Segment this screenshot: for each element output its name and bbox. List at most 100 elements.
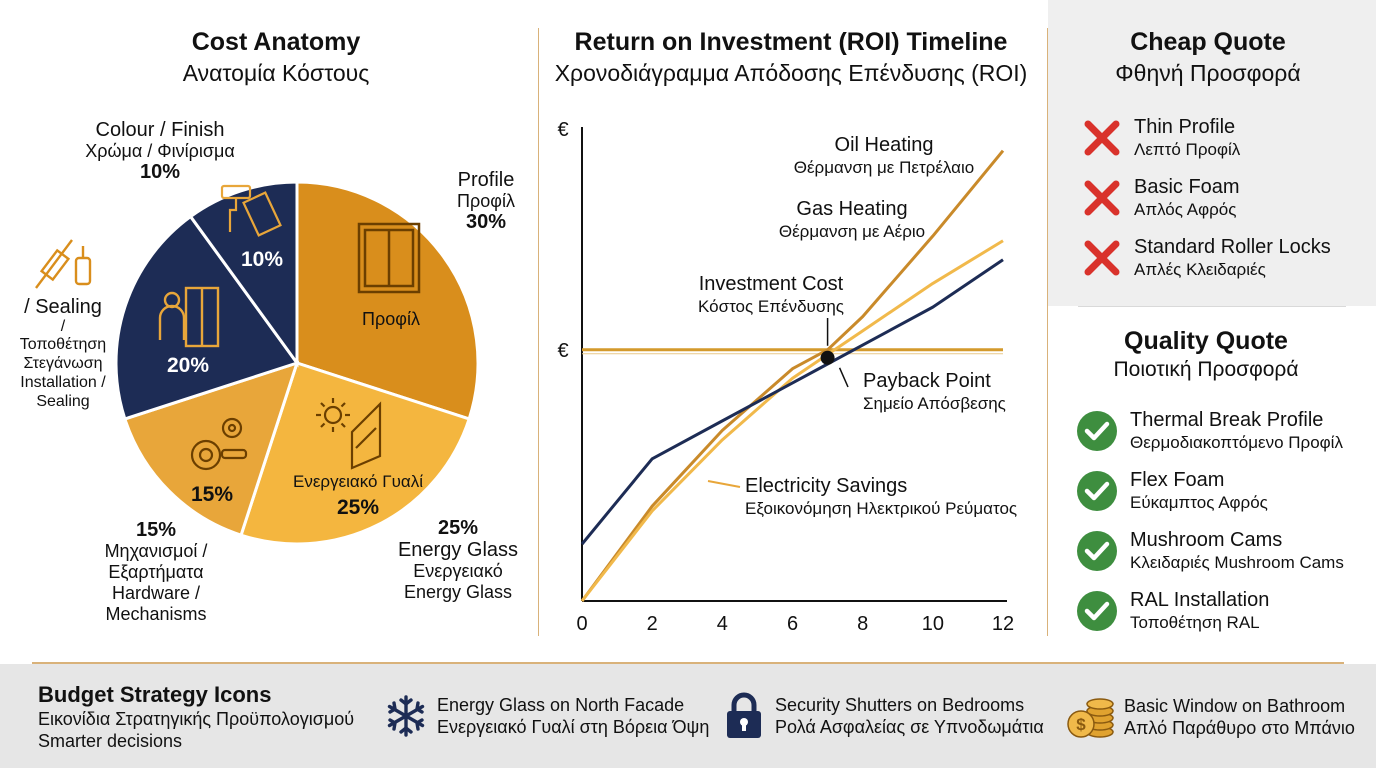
cheap-subtitle: Φθηνή Προσφορά (1115, 60, 1301, 86)
pie-chart: Προφίλ Ενεργειακό Γυαλί 25% 15% 20% 10% (35, 180, 480, 546)
footer-item-basic-window: $ Basic Window on Bathroom Απλό Παράθυρο… (1066, 694, 1355, 740)
gears-icon (190, 417, 248, 471)
x-tick-10: 10 (922, 613, 944, 635)
quality-item-en: Thermal Break Profile (1130, 409, 1324, 431)
quality-title: Quality Quote (1124, 327, 1288, 355)
cheap-item: Basic Foam Απλός Αφρός (1082, 176, 1240, 220)
footer (0, 664, 1376, 768)
window-frame-icon (357, 222, 421, 294)
label-investment-cost-el: Κόστος Επένδυσης (698, 297, 844, 316)
x-tick-2: 2 (647, 613, 658, 635)
snowflake-icon (387, 695, 425, 737)
slice-pct-hardware: 15% (191, 483, 233, 506)
x-tick-4: 4 (717, 613, 728, 635)
footer-title: Budget Strategy Icons (38, 682, 272, 707)
pie-slice-installation (114, 214, 300, 421)
cheap-item: Thin Profile Λεπτό Προφίλ (1082, 116, 1240, 160)
label-glass: 25% Energy Glass Ενεργειακό Energy Glass (397, 517, 519, 603)
svg-text:$: $ (1076, 715, 1086, 734)
label-gas-heating-el: Θέρμανση με Αέριο (779, 222, 925, 241)
label-electricity-savings: Electricity Savings (745, 475, 907, 497)
coins-icon: $ (1067, 698, 1114, 738)
caulking-gun-icon (35, 239, 92, 289)
cheap-item-en: Basic Foam (1134, 176, 1240, 198)
quality-subtitle: Ποιοτική Προσφορά (1113, 358, 1299, 381)
roi-subtitle: Χρονοδιάγραμμα Απόδοσης Επένδυσης (ROI) (554, 60, 1028, 86)
roi-title: Return on Investment (ROI) Timeline (574, 28, 1008, 56)
footer-item-north-facade: Energy Glass on North Facade Ενεργειακό … (384, 694, 709, 738)
slice-pct-installation: 20% (167, 354, 209, 377)
pie-slice-colour (188, 180, 299, 368)
x-tick-12: 12 (992, 613, 1014, 635)
quality-item: Thermal Break Profile Θερμοδιακοπτόμενο Π… (1076, 409, 1343, 453)
x-tick-0: 0 (576, 613, 587, 635)
pie-title: Cost Anatomy (191, 28, 361, 56)
x-tick-6: 6 (787, 613, 798, 635)
x-tick-8: 8 (857, 613, 868, 635)
label-colour: Colour / Finish Χρώμα / Φινίρισμα 10% (85, 119, 235, 183)
sun-glass-icon (316, 398, 382, 470)
y-marker-top: € (557, 119, 568, 141)
cross-icon (1084, 240, 1120, 276)
cheap-item-en: Standard Roller Locks (1134, 236, 1331, 258)
quality-item-el: Τοποθέτηση RAL (1130, 613, 1260, 632)
label-oil-heating: Oil Heating (835, 134, 934, 156)
y-marker-investment: € (557, 340, 568, 362)
quality-item-el: Εύκαμπτος Αφρός (1130, 493, 1268, 512)
cheap-title: Cheap Quote (1130, 28, 1286, 56)
panel-separator (1078, 306, 1346, 307)
label-payback-point-el: Σημείο Απόσβεσης (863, 394, 1006, 413)
label-investment-cost: Investment Cost (699, 273, 844, 295)
check-circle-icon (1077, 531, 1117, 571)
check-circle-icon (1077, 471, 1117, 511)
quality-item-en: RAL Installation (1130, 589, 1270, 611)
cross-icon (1084, 120, 1120, 156)
quality-item-en: Mushroom Cams (1130, 529, 1283, 551)
slice-pct-colour: 10% (241, 248, 283, 271)
slice-pct-glass: 25% (337, 496, 379, 519)
quality-item: RAL Installation Τοποθέτηση RAL (1076, 589, 1269, 633)
label-oil-heating-el: Θέρμανση με Πετρέλαιο (794, 158, 974, 177)
pie-subtitle: Ανατομία Κόστους (182, 60, 370, 86)
quality-item-el: Θερμοδιακοπτόμενο Προφίλ (1130, 433, 1343, 452)
series-line-electricity-savings (580, 258, 1004, 546)
slice-label-glass: Ενεργειακό Γυαλί (293, 472, 423, 491)
check-circle-icon (1077, 411, 1117, 451)
label-profile: Profile Προφίλ 30% (457, 169, 515, 233)
footer-rule (32, 662, 1344, 664)
divider-left (538, 28, 539, 636)
quality-item: Mushroom Cams Κλειδαριές Mushroom Cams (1076, 529, 1344, 573)
cheap-item-el: Απλές Κλειδαριές (1134, 260, 1266, 279)
divider-right (1047, 28, 1048, 636)
label-installation: / Sealing / Τοποθέτηση Στεγάνωση Install… (19, 296, 107, 410)
label-hardware: 15% Μηχανισμοί / Εξαρτήματα Hardware / M… (104, 519, 208, 625)
slice-label-profile: Προφίλ (362, 309, 420, 329)
cheap-item: Standard Roller Locks Απλές Κλειδαριές (1082, 236, 1331, 280)
footer-heading: Budget Strategy Icons Εικονίδια Στρατηγι… (38, 682, 354, 752)
footer-tagline: Smarter decisions (38, 731, 183, 751)
cheap-item-el: Απλός Αφρός (1134, 200, 1237, 219)
quality-item-el: Κλειδαριές Mushroom Cams (1130, 553, 1344, 572)
label-payback-point: Payback Point (863, 370, 991, 392)
label-gas-heating: Gas Heating (796, 198, 907, 220)
padlock-icon (727, 692, 761, 738)
payback-point-marker (820, 350, 835, 365)
quality-item: Flex Foam Εύκαμπτος Αφρός (1076, 469, 1268, 513)
electricity-pointer (707, 480, 741, 488)
paint-roller-icon (220, 184, 282, 237)
quality-item-en: Flex Foam (1130, 469, 1225, 491)
cheap-item-el: Λεπτό Προφίλ (1134, 140, 1241, 159)
cheap-item-en: Thin Profile (1134, 116, 1236, 138)
footer-item-security-shutters: Security Shutters on Bedrooms Ρολά Ασφαλ… (724, 692, 1044, 740)
payback-pointer (838, 367, 849, 388)
pie-slice-profile (295, 180, 480, 421)
cross-icon (1084, 180, 1120, 216)
pie-slice-glass (239, 361, 472, 546)
installer-icon (158, 286, 220, 348)
series-line-gas-heating (580, 239, 1004, 602)
footer-subtitle: Εικονίδια Στρατηγικής Προϋπολογισμού (38, 709, 355, 729)
roi-chart: € €0 2 4 6 8 10 12 Oil Heating Θέρμανση με Πετρέλ… (557, 119, 1017, 635)
series-line-oil-heating (580, 149, 1005, 602)
check-circle-icon (1077, 591, 1117, 631)
label-electricity-savings-el: Εξοικονόμηση Ηλεκτρικού Ρεύματος (745, 499, 1017, 518)
